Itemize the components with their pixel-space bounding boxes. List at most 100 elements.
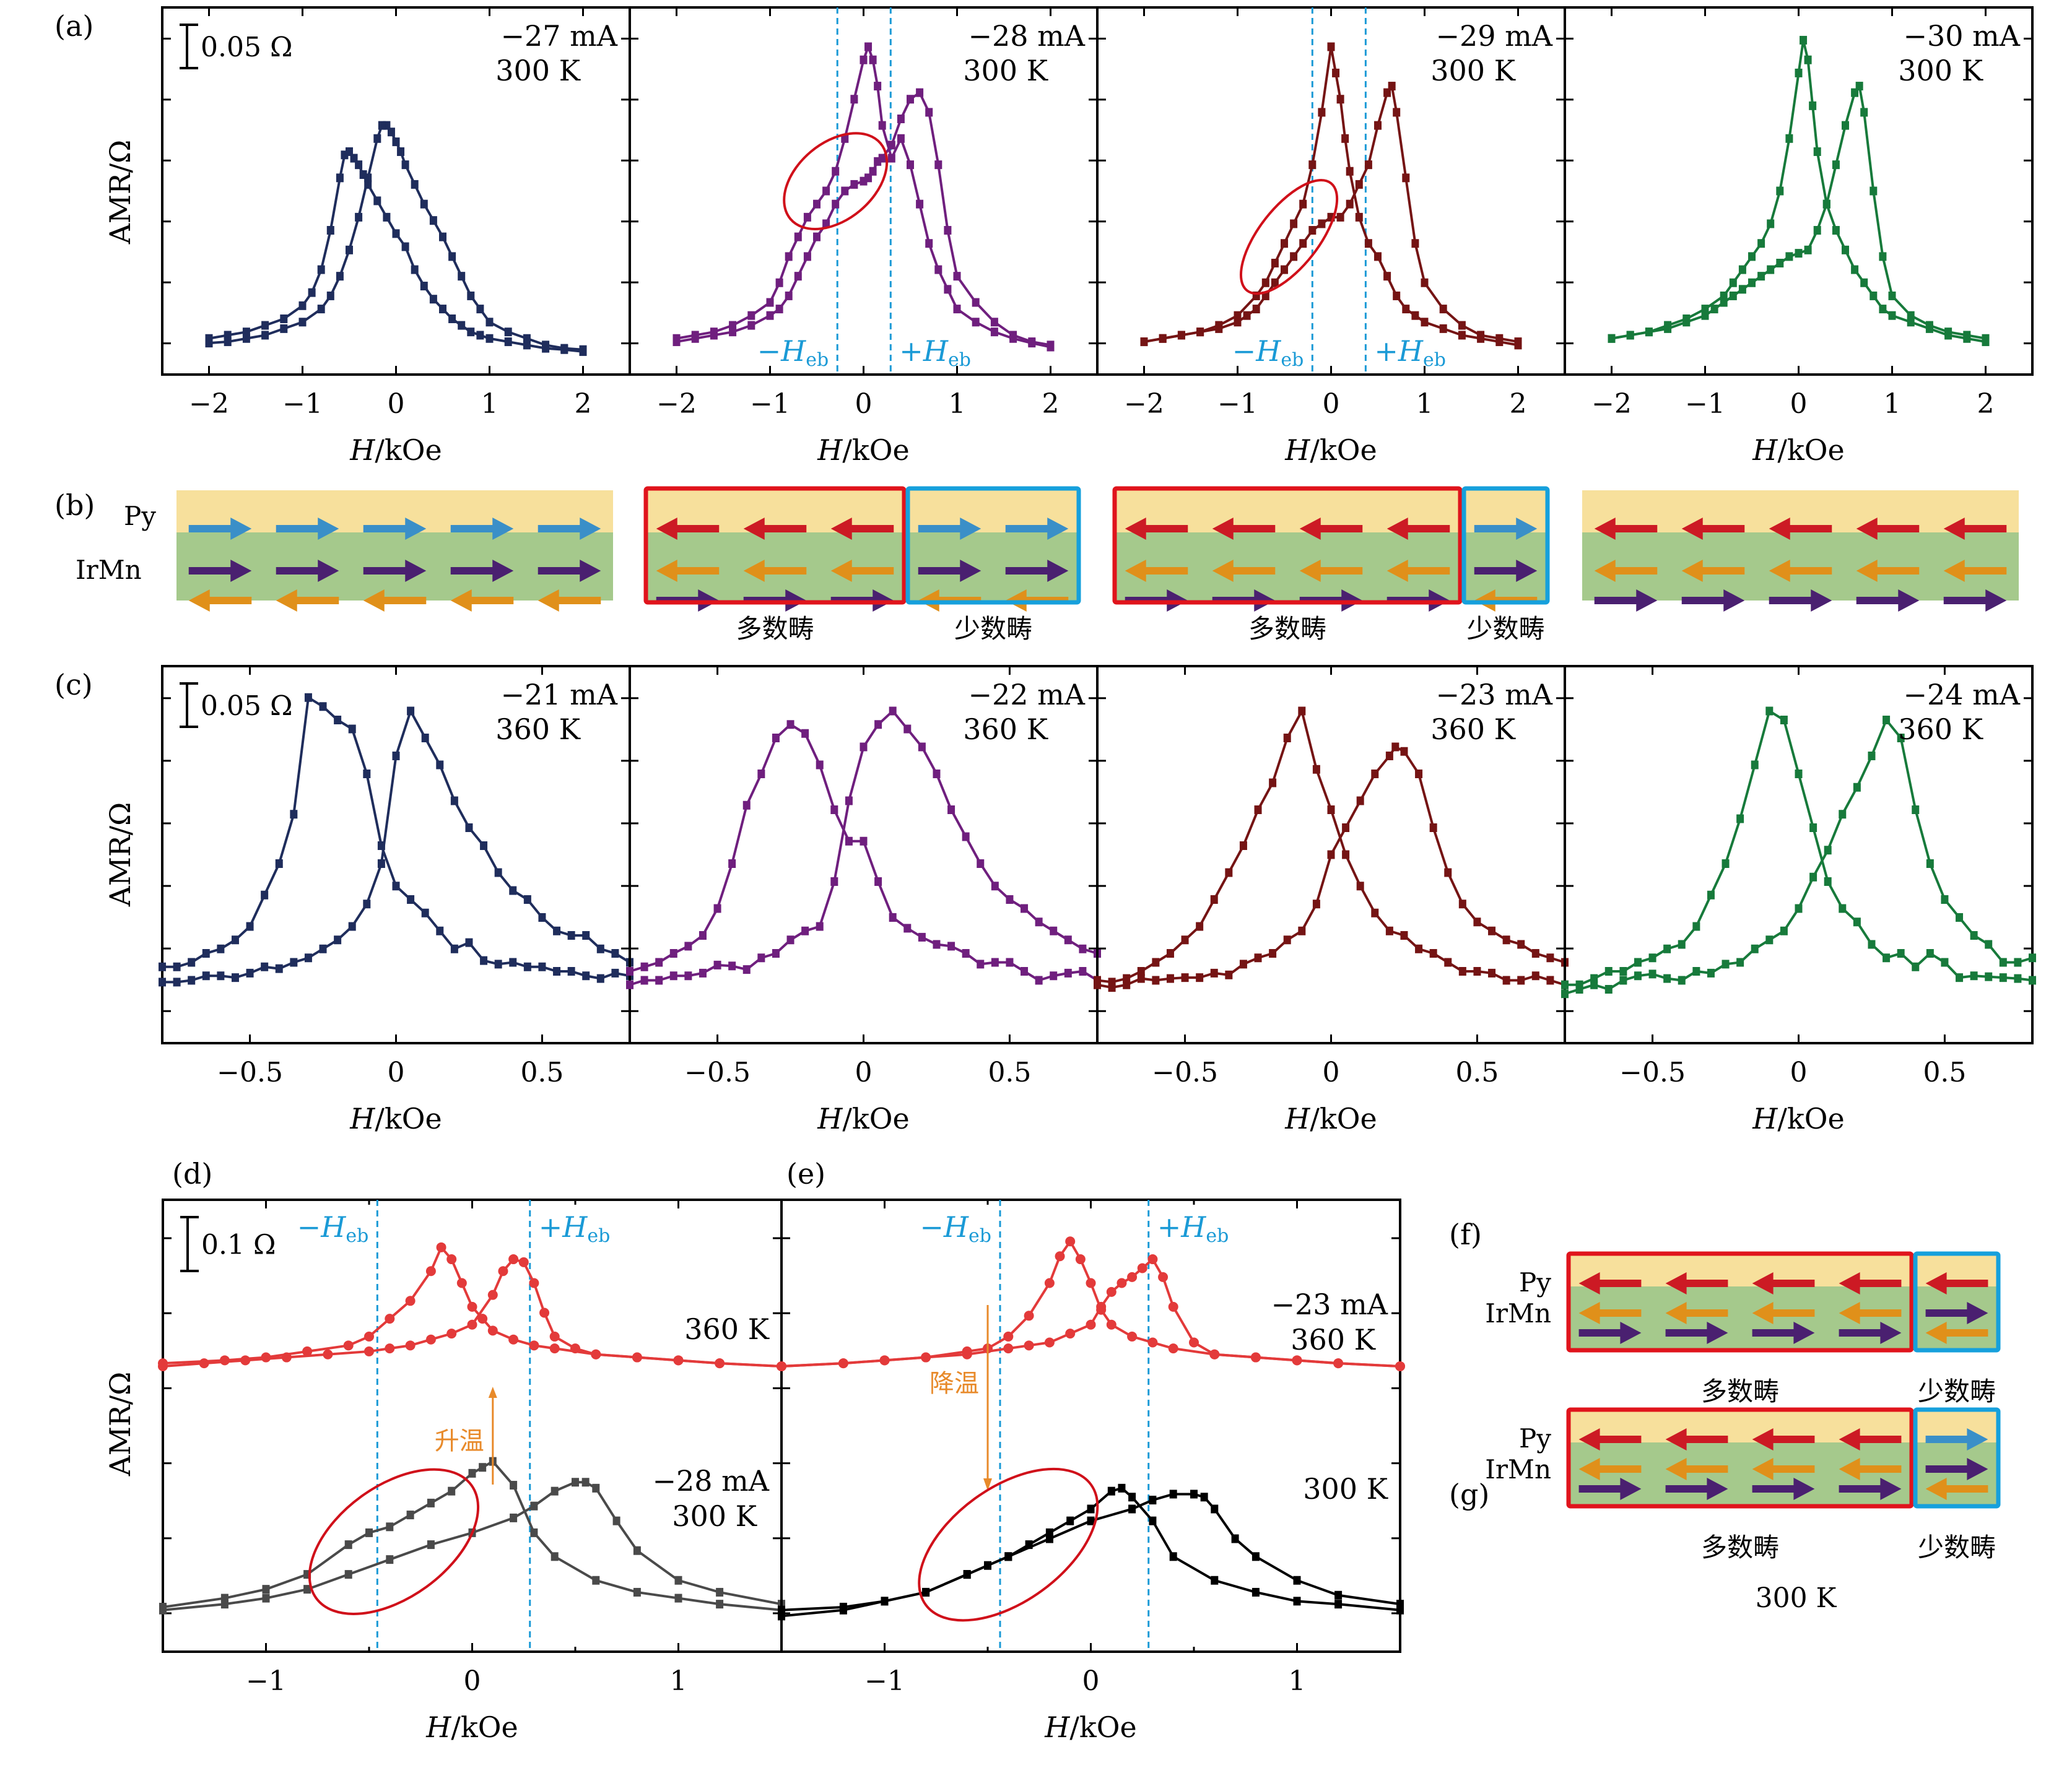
data-point: [1210, 895, 1218, 904]
data-point: [386, 1555, 394, 1564]
data-point: [1767, 265, 1775, 274]
data-point: [1514, 340, 1522, 350]
data-point: [841, 134, 849, 143]
data-point: [1517, 976, 1525, 985]
data-point: [1722, 859, 1730, 868]
x-tick-label: −2: [189, 388, 229, 420]
data-point: [710, 327, 718, 337]
data-point: [907, 160, 914, 170]
data-point: [1473, 967, 1481, 976]
data-point: [1200, 1493, 1208, 1502]
right-spin-arrow-icon: [1005, 518, 1069, 540]
x-tick-label: 1: [1416, 388, 1434, 420]
right-spin-arrow-icon: [918, 518, 982, 540]
x-tick-label: −1: [750, 388, 790, 420]
data-point: [878, 121, 886, 130]
data-point: [407, 895, 415, 904]
data-point: [246, 922, 254, 931]
data-point: [485, 334, 494, 343]
data-point: [467, 1319, 477, 1330]
data-point: [261, 1352, 271, 1363]
data-point: [1190, 1490, 1198, 1499]
data-point: [477, 1314, 488, 1324]
data-point: [343, 1340, 354, 1351]
x-tick-label: −2: [1124, 388, 1164, 420]
data-point: [785, 252, 793, 261]
data-point: [1776, 186, 1784, 196]
left-spin-arrow-icon: [1925, 1478, 1988, 1500]
data-point: [933, 940, 941, 949]
irmn-layer: [1462, 532, 1549, 601]
data-point: [1137, 1263, 1147, 1273]
data-point: [1531, 971, 1539, 981]
data-point: [1985, 940, 1993, 949]
right-spin-arrow-icon: [363, 518, 427, 540]
data-point: [1765, 935, 1774, 945]
data-point: [990, 318, 998, 327]
data-point: [1107, 1486, 1115, 1496]
data-point: [465, 823, 473, 832]
data-point: [822, 219, 830, 228]
current-label: −28 mA: [652, 1464, 769, 1498]
x-tick-label: −1: [246, 1665, 286, 1697]
temperature-label: 300 K: [1430, 54, 1516, 87]
right-spin-arrow-icon: [538, 518, 601, 540]
data-point: [1839, 904, 1847, 913]
irmn-layer: [1913, 1286, 2000, 1348]
data-point: [1290, 252, 1298, 261]
data-point: [1293, 1597, 1301, 1606]
data-point: [421, 734, 429, 742]
data-point: [1356, 882, 1364, 891]
data-point: [411, 265, 419, 274]
series-line-1: [1097, 708, 1565, 986]
data-point: [1439, 305, 1447, 314]
data-point: [1795, 904, 1803, 913]
data-point: [1883, 716, 1891, 724]
data-point: [346, 147, 353, 156]
left-spin-arrow-icon: [830, 560, 894, 582]
data-point: [673, 334, 681, 343]
data-point: [467, 291, 475, 300]
data-point: [1086, 1278, 1096, 1288]
right-spin-arrow-icon: [1925, 1458, 1988, 1480]
data-point: [1879, 305, 1887, 314]
current-label: −28 mA: [968, 19, 1085, 53]
left-spin-arrow-icon: [1578, 1272, 1642, 1294]
data-point: [529, 1278, 539, 1288]
data-point: [881, 1597, 889, 1606]
data-point: [1748, 252, 1756, 261]
data-point: [326, 226, 334, 235]
data-point: [202, 971, 210, 981]
data-point: [439, 232, 446, 241]
left-spin-arrow-icon: [1665, 1302, 1728, 1324]
left-spin-arrow-icon: [1839, 1272, 1902, 1294]
data-point: [1147, 1337, 1158, 1348]
data-point: [1385, 926, 1393, 935]
data-point: [1785, 134, 1793, 143]
left-spin-arrow-icon: [1839, 1458, 1902, 1480]
data-point: [1604, 985, 1613, 994]
data-point: [1780, 716, 1788, 724]
data-point: [1692, 967, 1700, 976]
data-point: [903, 924, 912, 933]
x-tick-label: −0.5: [1152, 1057, 1218, 1088]
data-point: [1411, 311, 1419, 320]
data-point: [684, 971, 692, 981]
data-point: [436, 760, 444, 770]
panel-label-g: (g): [1449, 1478, 1489, 1511]
data-point: [1140, 337, 1148, 347]
data-point: [246, 968, 254, 978]
data-point: [728, 961, 736, 971]
right-spin-arrow-icon: [1839, 1478, 1902, 1500]
data-point: [487, 1325, 498, 1336]
data-point: [1181, 973, 1189, 982]
data-point: [572, 1478, 579, 1487]
data-point: [317, 305, 325, 314]
data-point: [1839, 810, 1847, 819]
left-spin-arrow-icon: [1299, 518, 1363, 540]
data-point: [1444, 868, 1452, 877]
data-point: [173, 978, 181, 987]
x-axis-label: H/kOe: [349, 1102, 442, 1135]
data-point: [551, 1486, 559, 1496]
data-point: [1495, 337, 1504, 347]
